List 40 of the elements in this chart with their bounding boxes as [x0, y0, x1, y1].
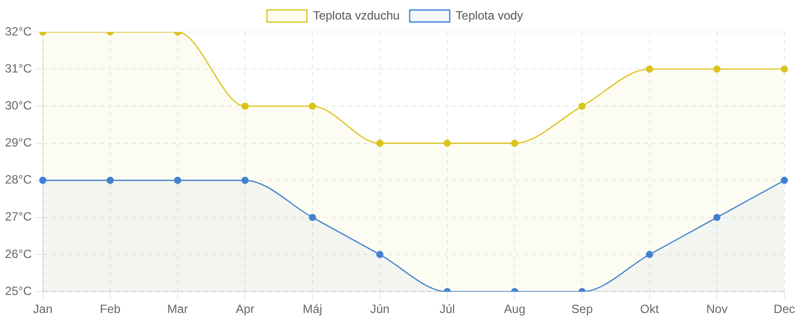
x-tick-label: Nov	[706, 302, 728, 316]
y-tick-label: 27°C	[5, 210, 32, 224]
x-tick-label: Aug	[504, 302, 526, 316]
legend-label: Teplota vzduchu	[312, 8, 400, 22]
legend-label: Teplota vody	[456, 8, 524, 22]
point	[39, 176, 46, 184]
point	[444, 140, 451, 147]
point	[174, 176, 182, 184]
x-tick-label: Apr	[236, 302, 254, 316]
x-tick-label: Jún	[370, 302, 390, 316]
point	[511, 140, 518, 147]
y-tick-label: 30°C	[5, 98, 32, 112]
y-tick-label: 25°C	[5, 284, 32, 298]
x-tick-label: Mar	[167, 302, 188, 316]
x-tick-label: Jan	[33, 302, 52, 316]
y-tick-label: 32°C	[5, 24, 32, 38]
x-tick-label: Máj	[302, 302, 322, 316]
point	[780, 65, 788, 73]
point	[713, 65, 721, 73]
x-tick-label: Feb	[100, 302, 121, 316]
y-tick-label: 29°C	[5, 136, 32, 150]
point	[308, 214, 316, 222]
y-tick-label: 31°C	[5, 61, 32, 76]
point	[646, 250, 654, 258]
point	[308, 102, 316, 110]
x-tick-label: Júl	[440, 302, 455, 316]
x-tick-label: Okt	[640, 302, 660, 316]
y-tick-label: 26°C	[5, 246, 32, 261]
point	[578, 102, 586, 110]
point	[376, 250, 384, 258]
x-tick-label: Dec	[774, 302, 795, 316]
point	[241, 176, 249, 184]
point	[780, 176, 788, 184]
x-tick-label: Sep	[571, 302, 594, 316]
y-tick-label: 28°C	[5, 172, 32, 187]
point	[713, 214, 721, 222]
point	[376, 140, 384, 147]
point	[241, 102, 249, 110]
point	[646, 65, 654, 73]
point	[106, 176, 114, 184]
